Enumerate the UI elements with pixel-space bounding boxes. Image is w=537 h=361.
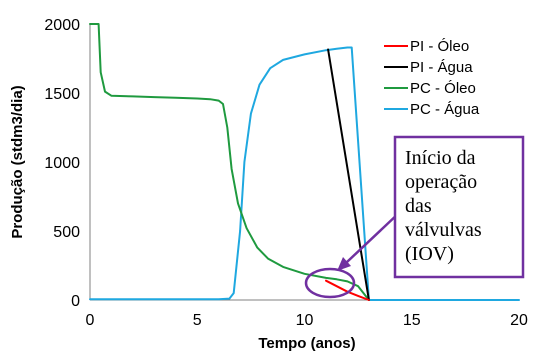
legend-label-pc-agua: PC - Água bbox=[410, 101, 480, 118]
x-tick-labels: 0 5 10 15 20 bbox=[86, 312, 528, 329]
iov-highlight-ellipse bbox=[304, 267, 356, 299]
y-tick-label: 1500 bbox=[44, 86, 80, 103]
series-line-pc-agua bbox=[89, 46, 520, 301]
x-tick-label: 15 bbox=[403, 312, 421, 329]
legend-label-pi-agua: PI - Água bbox=[410, 59, 473, 76]
y-tick-label: 2000 bbox=[44, 17, 80, 34]
annotation-line-2: operação bbox=[405, 171, 477, 193]
x-tick-label: 0 bbox=[86, 312, 95, 329]
legend: PI - Óleo PI - Água PC - Óleo PC - Água bbox=[384, 38, 480, 118]
legend-label-pc-oleo: PC - Óleo bbox=[410, 80, 476, 97]
x-tick-label: 10 bbox=[296, 312, 314, 329]
y-tick-label: 500 bbox=[53, 224, 80, 241]
annotation: Início da operação das válvulvas (IOV) bbox=[304, 135, 525, 299]
x-axis-title: Tempo (anos) bbox=[258, 335, 355, 352]
y-tick-labels: 0 500 1000 1500 2000 bbox=[44, 17, 80, 310]
x-tick-label: 5 bbox=[193, 312, 202, 329]
annotation-line-3: das bbox=[405, 195, 432, 217]
series-line-pc-oleo bbox=[89, 23, 370, 301]
series-line-pi-agua bbox=[327, 48, 370, 301]
y-tick-label: 1000 bbox=[44, 155, 80, 172]
annotation-line-1: Início da bbox=[405, 147, 476, 169]
legend-label-pi-oleo: PI - Óleo bbox=[410, 38, 469, 55]
y-axis-title: Produção (stdm3/dia) bbox=[9, 85, 26, 238]
x-tick-label: 20 bbox=[510, 312, 528, 329]
annotation-line-5: (IOV) bbox=[405, 243, 454, 265]
y-tick-label: 0 bbox=[71, 293, 80, 310]
annotation-box bbox=[393, 135, 525, 279]
annotation-line-4: válvulvas bbox=[405, 219, 482, 241]
annotation-arrow-head bbox=[337, 257, 351, 271]
